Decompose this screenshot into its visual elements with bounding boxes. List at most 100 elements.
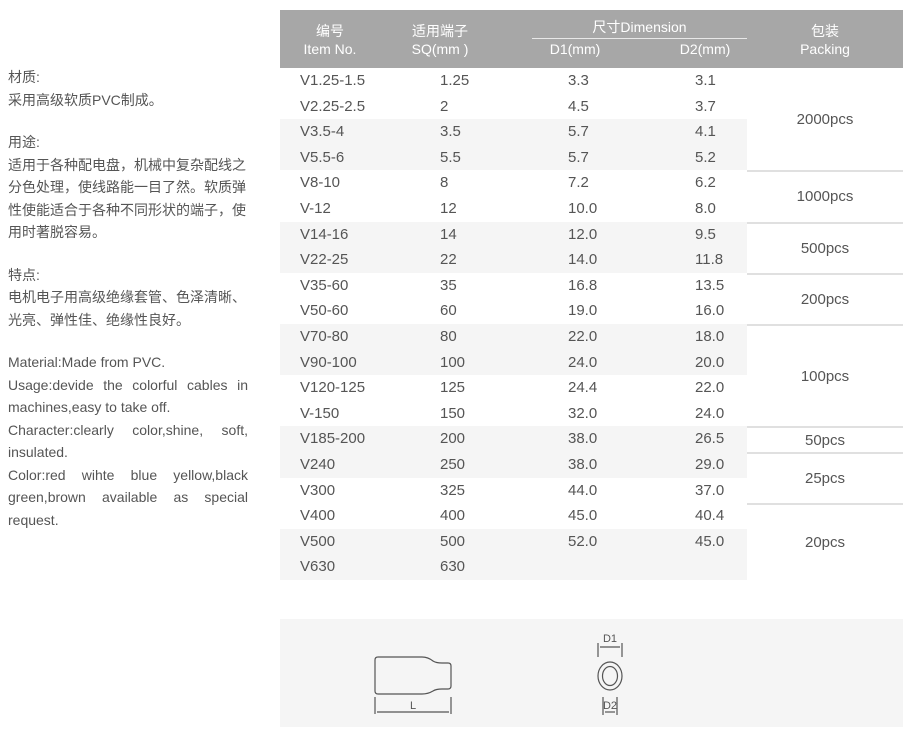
table-row: V22-25 22 14.0 11.8 (280, 247, 747, 273)
cell-item-no: V8-10 (300, 174, 341, 192)
cell-sq-mm: 250 (440, 456, 466, 473)
table-row: V500 500 52.0 45.0 (280, 528, 747, 555)
table-row: V-12 12 10.0 8.0 (280, 196, 747, 222)
cell-d1-mm: 19.0 (568, 302, 598, 320)
cell-d2-mm: 26.5 (695, 430, 725, 448)
d2-label: D2 (603, 700, 617, 712)
table-row: V14-16 14 12.0 9.5 (280, 221, 747, 248)
table-row: V185-200 200 38.0 26.5 (280, 426, 747, 452)
cell-sq-mm: 8 (440, 174, 449, 192)
cell-d2-mm: 6.2 (695, 174, 716, 192)
cell-d1-mm: 32.0 (568, 404, 598, 422)
table-row: V120-125 125 24.4 22.0 (280, 375, 747, 401)
header-sq: 适用端子 SQ(mm ) (390, 22, 490, 58)
header-packing-cn: 包装 (811, 23, 839, 39)
cell-item-no: V90-100 (300, 353, 357, 371)
cell-sq-mm: 630 (440, 558, 466, 576)
cell-d1-mm: 16.8 (568, 276, 598, 294)
cell-d2-mm: 16.0 (695, 302, 725, 320)
cell-d2-mm: 24.0 (695, 404, 725, 422)
cell-d2-mm: 9.5 (695, 225, 716, 243)
cell-d2-mm: 37.0 (695, 481, 725, 499)
cell-d2-mm: 3.1 (695, 72, 716, 89)
cell-d1-mm: 45.0 (568, 507, 598, 525)
cell-item-no: V70-80 (300, 328, 349, 345)
packing-cell: 500pcs (747, 221, 903, 273)
packing-cell: 200pcs (747, 272, 903, 324)
en-color: Color:red wihte blue yellow,black green,… (8, 466, 248, 528)
cell-d2-mm: 5.2 (695, 148, 716, 166)
cn-feature-text: 电机电子用高级绝缘套管、色泽清晰、光亮、弹性佳、绝缘性良好。 (8, 289, 246, 328)
cell-d2-mm: 3.7 (695, 97, 716, 115)
dimension-diagram: L D1 D2 (280, 619, 903, 727)
cn-usage-title: 用途: (8, 134, 40, 150)
cell-sq-mm: 125 (440, 379, 466, 397)
cell-item-no: V3.5-4 (300, 123, 345, 141)
cell-item-no: V2.25-2.5 (300, 97, 366, 115)
cell-d2-mm: 29.0 (695, 456, 725, 473)
cell-item-no: V120-125 (300, 379, 366, 397)
header-sq-cn: 适用端子 (412, 23, 468, 39)
cell-d1-mm: 38.0 (568, 456, 598, 473)
cell-d1-mm: 12.0 (568, 225, 598, 243)
header-dimension: 尺寸Dimension (592, 19, 687, 35)
cell-d1-mm: 52.0 (568, 532, 598, 550)
cell-item-no: V5.5-6 (300, 148, 345, 166)
table-row: V630 630 (280, 554, 747, 580)
cell-d1-mm: 5.7 (568, 123, 589, 141)
header-item-en: Item No. (303, 41, 357, 57)
cell-sq-mm: 80 (440, 328, 457, 345)
cell-item-no: V300 (300, 481, 336, 499)
product-description: 材质: 采用高级软质PVC制成。 用途: 适用于各种配电盘，机械中复杂配线之分色… (8, 66, 248, 531)
cell-sq-mm: 100 (440, 353, 466, 371)
cn-usage-text: 适用于各种配电盘，机械中复杂配线之分色处理，使线路能一目了然。软质弹性使能适合于… (8, 156, 246, 241)
header-item-no: 编号 Item No. (280, 22, 380, 58)
packing-cell: 50pcs (747, 426, 903, 452)
cn-material-text: 采用高级软质PVC制成。 (8, 91, 163, 108)
table-row: V90-100 100 24.0 20.0 (280, 349, 747, 376)
cell-sq-mm: 150 (440, 404, 466, 422)
table-row: V5.5-6 5.5 5.7 5.2 (280, 144, 747, 171)
cell-sq-mm: 5.5 (440, 148, 461, 166)
sleeve-outer-circle (597, 661, 623, 691)
packing-cell: 1000pcs (747, 170, 903, 221)
cell-d1-mm: 24.0 (568, 353, 598, 371)
table-row: V35-60 35 16.8 13.5 (280, 273, 747, 299)
cell-d2-mm: 8.0 (695, 200, 716, 217)
cell-sq-mm: 3.5 (440, 123, 461, 141)
table-row: V1.25-1.5 1.25 3.3 3.1 (280, 68, 747, 94)
packing-cell: 2000pcs (796, 110, 854, 128)
cell-d2-mm: 22.0 (695, 379, 725, 397)
packing-cell: 20pcs (747, 503, 903, 580)
cell-d1-mm: 44.0 (568, 481, 598, 499)
en-material: Material:Made from PVC. (8, 354, 166, 370)
cell-d2-mm: 20.0 (695, 353, 725, 371)
cell-d2-mm: 13.5 (695, 276, 725, 294)
packing-cell: 25pcs (747, 452, 903, 503)
header-packing: 包装 Packing (780, 22, 870, 58)
cell-item-no: V400 (300, 507, 336, 525)
cell-sq-mm: 200 (440, 430, 466, 448)
cell-item-no: V630 (300, 558, 336, 576)
cell-d2-mm: 4.1 (695, 123, 716, 141)
header-sq-en: SQ(mm ) (411, 41, 469, 57)
cell-item-no: V-150 (300, 404, 340, 422)
cell-d1-mm: 7.2 (568, 174, 589, 192)
cell-d1-mm: 3.3 (568, 72, 589, 89)
cell-item-no: V50-60 (300, 302, 349, 320)
table-row: V240 250 38.0 29.0 (280, 452, 747, 478)
table-row: V70-80 80 22.0 18.0 (280, 324, 747, 350)
cell-item-no: V-12 (300, 200, 331, 217)
cell-d1-mm: 5.7 (568, 148, 589, 166)
table-row: V300 325 44.0 37.0 (280, 478, 747, 504)
cell-sq-mm: 12 (440, 200, 457, 217)
table-row: V400 400 45.0 40.4 (280, 503, 747, 529)
cell-sq-mm: 400 (440, 507, 466, 525)
cell-sq-mm: 35 (440, 276, 457, 294)
cell-sq-mm: 1.25 (440, 72, 470, 89)
cell-sq-mm: 2 (440, 97, 449, 115)
en-character: Character:clearly color,shine, soft, ins… (8, 421, 248, 461)
table-row: V2.25-2.5 2 4.5 3.7 (280, 94, 747, 120)
sleeve-inner-circle (601, 665, 619, 687)
cell-sq-mm: 14 (440, 225, 457, 243)
